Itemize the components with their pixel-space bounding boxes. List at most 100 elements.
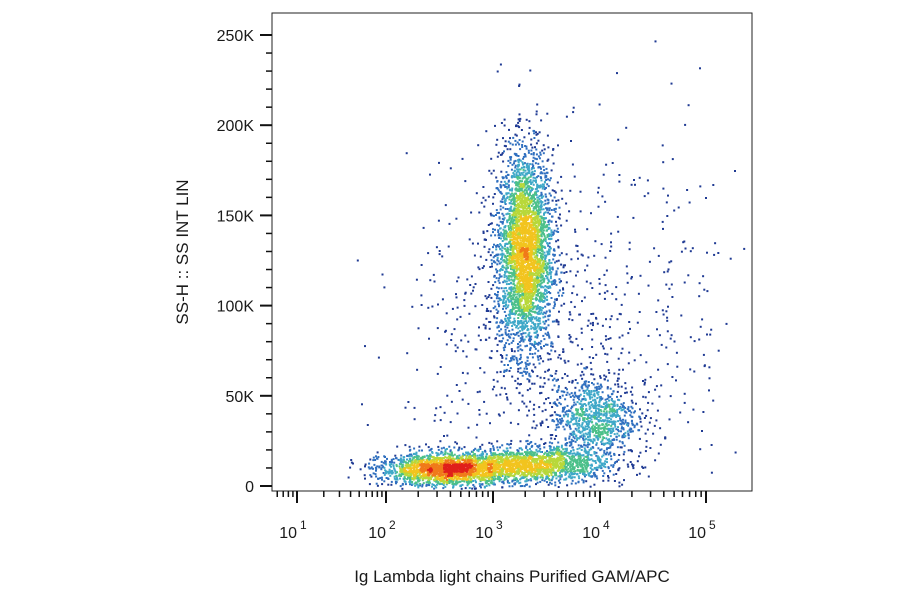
data-point (532, 306, 535, 309)
data-point (499, 354, 502, 356)
data-point (580, 253, 583, 256)
data-point (549, 358, 552, 361)
data-point (521, 329, 524, 332)
data-point (435, 407, 438, 410)
data-point (480, 483, 483, 486)
data-point (513, 350, 516, 353)
data-point (503, 235, 506, 238)
data-point (584, 475, 586, 478)
data-point (621, 404, 624, 407)
data-point (511, 217, 514, 220)
data-point (512, 136, 515, 139)
data-point (425, 443, 427, 446)
data-point (528, 379, 531, 382)
data-point (550, 229, 553, 232)
data-point (553, 196, 556, 199)
data-point (583, 443, 586, 446)
data-point (519, 447, 522, 450)
data-point (556, 451, 559, 454)
data-point (524, 480, 527, 483)
data-point (608, 371, 611, 374)
data-point (504, 287, 507, 289)
data-point (729, 257, 732, 260)
data-point (598, 385, 600, 388)
data-point (579, 393, 582, 396)
data-point (540, 279, 543, 282)
data-point (493, 482, 496, 485)
data-point (703, 364, 706, 367)
data-point (471, 242, 474, 245)
data-point (601, 430, 604, 433)
data-point (492, 284, 495, 287)
data-point (536, 474, 538, 477)
data-point (567, 451, 570, 454)
data-point (571, 434, 574, 436)
data-point (609, 446, 612, 449)
data-point (455, 293, 457, 296)
data-point (622, 427, 625, 430)
data-point (508, 310, 511, 313)
data-point (502, 480, 505, 483)
data-point (516, 165, 519, 168)
data-point (709, 333, 712, 336)
data-point (646, 428, 649, 431)
data-point (670, 334, 673, 337)
data-point (575, 408, 578, 411)
data-point (508, 329, 511, 332)
data-point (557, 386, 560, 389)
data-point (546, 295, 548, 298)
data-point (567, 422, 570, 425)
data-point (587, 431, 590, 434)
data-point (504, 270, 506, 273)
data-point (576, 452, 579, 455)
data-point (668, 287, 671, 290)
data-point (568, 435, 571, 438)
data-point (524, 323, 527, 326)
data-point (556, 414, 559, 416)
data-point (506, 219, 509, 222)
data-point (593, 452, 596, 455)
data-point (521, 310, 524, 313)
data-point (547, 303, 550, 306)
data-point (591, 382, 593, 384)
data-point (503, 259, 506, 262)
data-point (543, 238, 545, 241)
data-point (547, 237, 550, 240)
data-point (623, 444, 626, 447)
data-point (545, 264, 548, 267)
data-point (430, 455, 433, 458)
data-point (390, 460, 393, 463)
data-point (595, 389, 598, 392)
data-point (401, 463, 404, 466)
data-point (633, 424, 636, 427)
data-point (399, 485, 402, 488)
data-point (474, 305, 477, 308)
data-point (385, 470, 387, 473)
data-point (604, 256, 607, 259)
data-point (540, 298, 543, 301)
data-point (509, 248, 512, 251)
data-point (547, 185, 550, 188)
data-point (612, 427, 615, 430)
data-point (542, 296, 545, 299)
data-point (557, 453, 560, 456)
data-point (612, 403, 614, 406)
data-point (515, 326, 518, 329)
data-point (470, 480, 473, 483)
data-point (501, 322, 504, 325)
data-point (625, 126, 628, 129)
data-point (603, 472, 606, 475)
data-point (524, 317, 527, 320)
data-point (595, 451, 598, 454)
data-point (446, 452, 449, 455)
data-point (403, 456, 406, 459)
data-point (534, 162, 537, 165)
data-point (591, 427, 594, 430)
data-point (538, 131, 541, 134)
data-point (388, 468, 391, 471)
data-point (492, 196, 495, 199)
data-point (466, 482, 469, 485)
data-point (549, 447, 552, 450)
data-point (503, 260, 506, 263)
data-point (554, 372, 557, 375)
